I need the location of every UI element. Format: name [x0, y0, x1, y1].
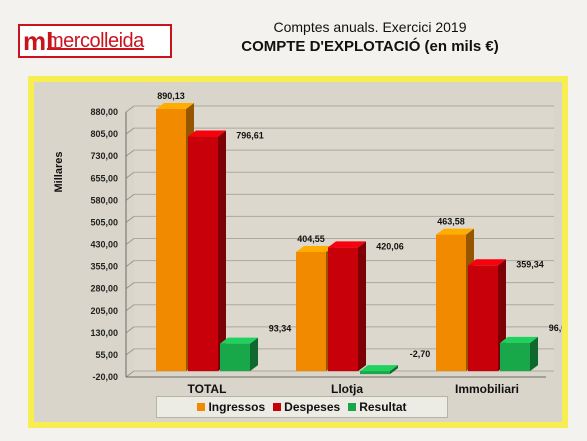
- data-label-ingressos-immobiliari: 463,58: [437, 217, 465, 227]
- chart-subtitle: COMPTE D'EXPLOTACIÓ (en mils €): [241, 38, 499, 55]
- legend-swatch-ingressos: [197, 403, 206, 411]
- legend-item-despeses: Despeses: [273, 400, 340, 414]
- legend-label-despeses: Despeses: [284, 400, 341, 414]
- y-tick-label: 130,00: [90, 328, 118, 338]
- y-tick-label: 805,00: [90, 129, 118, 139]
- data-label-resultat-llotja: -2,70: [410, 349, 431, 359]
- mercolleida-logo: mL mercolleida: [18, 24, 172, 58]
- bar-ingressos-llotja: [296, 251, 326, 372]
- legend: Ingressos Despeses Resultat: [156, 396, 448, 418]
- chart-title: Comptes anuals. Exercici 2019: [273, 19, 467, 35]
- bar-top-ingressos-total: [156, 103, 194, 110]
- grid-line-side: [125, 304, 135, 312]
- data-label-despeses-total: 796,61: [236, 131, 264, 141]
- chart-frame: -20,00 55,00 130,00 205,00 280,00 355,00 430,0…: [28, 76, 568, 428]
- bar-top-resultat-total: [220, 337, 258, 344]
- bar-side-resultat-immobiliari: [530, 336, 538, 372]
- bar-resultat-total: [220, 343, 250, 372]
- y-tick-label: 280,00: [90, 284, 118, 294]
- bar-top-resultat-immobiliari: [500, 336, 538, 343]
- y-tick-label: 205,00: [90, 306, 118, 316]
- y-tick-label: 355,00: [90, 262, 118, 272]
- bar-despeses-llotja: [328, 247, 358, 372]
- bar-resultat-immobiliari: [500, 342, 530, 372]
- y-tick-label: 730,00: [90, 151, 118, 161]
- x-tick-label: Llotja: [331, 382, 363, 396]
- bar-top-despeses-immobiliari: [468, 259, 506, 266]
- legend-swatch-despeses: [273, 403, 282, 411]
- grid-line-side: [125, 216, 135, 223]
- grid-line-side: [125, 105, 135, 113]
- legend-item-resultat: Resultat: [348, 400, 407, 414]
- y-tick-label: -20,00: [92, 372, 118, 382]
- bar-resultat-llotja: [360, 371, 390, 375]
- bar-side-despeses-llotja: [358, 241, 366, 372]
- logo-text: mercolleida: [47, 29, 144, 52]
- bar-ingressos-total: [156, 109, 186, 372]
- data-label-ingressos-total: 890,13: [157, 91, 185, 101]
- bar-top-ingressos-llotja: [296, 245, 334, 252]
- data-label-despeses-immobiliari: 359,34: [516, 259, 544, 269]
- y-tick-label: 880,00: [90, 107, 118, 117]
- bar-top-ingressos-immobiliari: [436, 228, 474, 235]
- y-tick-label: 55,00: [95, 350, 118, 360]
- legend-label-ingressos: Ingressos: [208, 400, 266, 414]
- bar-ingressos-immobiliari: [436, 234, 466, 372]
- data-label-resultat-immobiliari: 96,04: [549, 323, 562, 333]
- y-tick-label: 655,00: [90, 173, 118, 183]
- bar-side-resultat-llotja: [390, 365, 398, 375]
- legend-swatch-resultat: [348, 403, 357, 411]
- y-tick-label: 430,00: [90, 240, 118, 250]
- grid-line-side: [125, 171, 135, 179]
- data-label-ingressos-llotja: 404,55: [297, 234, 325, 244]
- grid-line-side: [125, 127, 135, 135]
- bar-despeses-immobiliari: [468, 265, 498, 372]
- data-label-resultat-total: 93,34: [269, 324, 292, 334]
- legend-label-resultat: Resultat: [359, 400, 407, 414]
- bar-despeses-total: [188, 136, 218, 372]
- grid-line-side: [125, 260, 135, 267]
- bar-top-resultat-llotja: [360, 365, 398, 372]
- y-tick-label: 505,00: [90, 217, 118, 227]
- legend-item-ingressos: Ingressos: [197, 400, 265, 414]
- bar-side-despeses-total: [218, 130, 226, 372]
- grid-line-side: [125, 370, 135, 378]
- x-tick-label: TOTAL: [188, 382, 227, 396]
- y-axis-label: Millares: [53, 152, 65, 193]
- logo-mark: mL: [23, 26, 62, 56]
- grid-line-side: [125, 149, 135, 157]
- grid-line-side: [125, 282, 135, 290]
- y-tick-label: 580,00: [90, 195, 118, 205]
- bar-top-despeses-total: [188, 130, 226, 137]
- grid-line-side: [125, 348, 135, 356]
- bar-top-despeses-llotja: [328, 241, 366, 248]
- grid-line-side: [125, 238, 135, 245]
- x-tick-label: Immobiliari: [455, 382, 519, 396]
- data-label-despeses-llotja: 420,06: [376, 241, 404, 251]
- bar-chart: -20,00 55,00 130,00 205,00 280,00 355,00 430,0…: [53, 91, 562, 396]
- header: mL mercolleida Comptes anuals. Exercici …: [0, 0, 587, 72]
- grid-line-side: [125, 193, 135, 201]
- bar-side-resultat-total: [250, 337, 258, 372]
- grid-line-side: [125, 326, 135, 334]
